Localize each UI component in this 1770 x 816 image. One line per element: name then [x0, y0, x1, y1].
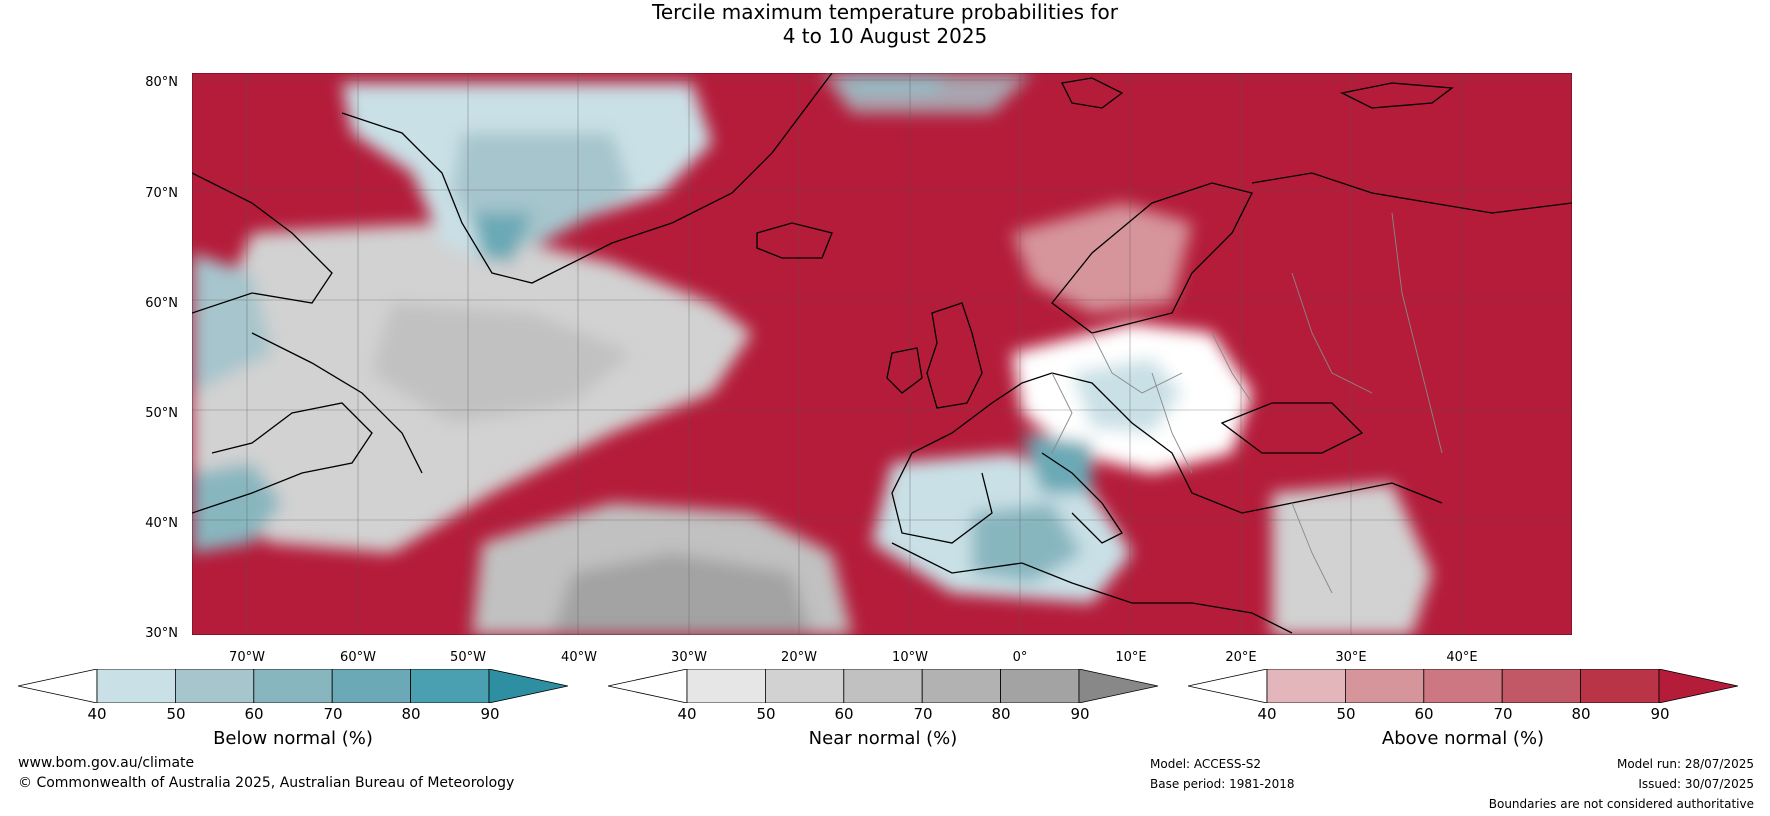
lon-label: 10°W	[892, 650, 928, 665]
cbar-tick: 60	[244, 705, 264, 723]
greenland-coast	[341, 73, 833, 284]
colorbar-segment	[1000, 668, 1080, 704]
europe-coast	[911, 372, 1443, 514]
cbar-tick: 80	[991, 705, 1011, 723]
lat-label: 60°N	[145, 296, 178, 311]
lon-label: 40°E	[1446, 650, 1478, 665]
colorbar-near-normal	[607, 668, 1159, 704]
cbar-tick: 70	[913, 705, 933, 723]
lon-label: 40°W	[561, 650, 597, 665]
copyright-text: © Commonwealth of Australia 2025, Austra…	[18, 775, 515, 791]
near-normal-label: Near normal (%)	[808, 728, 958, 749]
cbar-tick: 50	[1336, 705, 1356, 723]
lon-label: 10°E	[1115, 650, 1147, 665]
colorbar-segment	[331, 668, 412, 704]
lon-label: 20°W	[781, 650, 817, 665]
lon-label: 30°E	[1335, 650, 1367, 665]
colorbar-near-normal-svg	[607, 668, 1159, 704]
britain-coast	[926, 302, 983, 409]
model-run-text: Model run: 28/07/2025	[1616, 757, 1754, 771]
africa-coast	[891, 542, 1293, 634]
cbar-tick: 50	[756, 705, 776, 723]
colorbar-segment	[410, 668, 490, 704]
labrador-coast	[251, 332, 423, 474]
coastlines	[192, 73, 1572, 634]
country-borders	[1051, 212, 1443, 594]
colorbar-segment	[174, 668, 255, 704]
lat-label: 50°N	[145, 406, 178, 421]
colorbar-extend-low	[1187, 668, 1268, 704]
cbar-tick: 60	[1414, 705, 1434, 723]
iberia-coast	[891, 452, 993, 544]
colorbar-segment	[253, 668, 333, 704]
lon-label: 70°W	[229, 650, 265, 665]
colorbar-segment	[843, 668, 923, 704]
svalbard-coast	[1061, 77, 1124, 109]
colorbar-segment	[96, 668, 176, 704]
base-period-text: Base period: 1981-2018	[1150, 777, 1295, 791]
colorbar-below-normal-svg	[17, 668, 569, 704]
colorbar-segment	[1266, 668, 1346, 704]
lat-label: 80°N	[145, 75, 178, 90]
graticule	[192, 73, 1572, 635]
cbar-tick: 40	[677, 705, 697, 723]
lon-label: 20°E	[1225, 650, 1257, 665]
map-svg	[191, 72, 1573, 636]
ireland-coast	[886, 347, 923, 394]
cbar-tick: 80	[401, 705, 421, 723]
italy-coast	[1041, 452, 1123, 544]
colorbar-above-normal	[1187, 668, 1739, 704]
russia-north-coast	[1251, 172, 1572, 214]
colorbar-extend-high	[488, 668, 569, 704]
cbar-tick: 60	[834, 705, 854, 723]
novaya-zemlya-coast	[1340, 82, 1454, 109]
issued-text: Issued: 30/07/2025	[1638, 777, 1754, 791]
cbar-tick: 70	[1493, 705, 1513, 723]
colorbar-extend-high	[1078, 668, 1159, 704]
title-line-2: 4 to 10 August 2025	[782, 24, 988, 48]
colorbar-extend-high	[1658, 668, 1739, 704]
colorbar-segment	[686, 668, 766, 704]
title-line-1: Tercile maximum temperature probabilitie…	[652, 0, 1118, 24]
cbar-tick: 90	[1070, 705, 1090, 723]
cbar-tick: 40	[87, 705, 107, 723]
baffin-coast	[192, 172, 333, 314]
scandinavia-coast	[1051, 182, 1253, 334]
website-text: www.bom.gov.au/climate	[18, 755, 195, 771]
black-sea-coast	[1220, 402, 1364, 454]
below-normal-label: Below normal (%)	[213, 728, 373, 749]
colorbar-segment	[1423, 668, 1503, 704]
colorbar-segment	[1580, 668, 1660, 704]
lon-label: 60°W	[340, 650, 376, 665]
iceland-coast	[756, 222, 833, 259]
colorbar-extend-low	[17, 668, 98, 704]
model-text: Model: ACCESS-S2	[1150, 757, 1262, 771]
cbar-tick: 70	[323, 705, 343, 723]
colorbar-extend-low	[607, 668, 688, 704]
cbar-tick: 40	[1257, 705, 1277, 723]
cbar-tick: 80	[1571, 705, 1591, 723]
probability-map	[191, 72, 1573, 636]
cbar-tick: 90	[480, 705, 500, 723]
lon-label: 50°W	[450, 650, 486, 665]
colorbar-above-normal-svg	[1187, 668, 1739, 704]
cbar-tick: 90	[1650, 705, 1670, 723]
colorbar-below-normal	[17, 668, 569, 704]
lat-label: 30°N	[145, 626, 178, 641]
lon-label: 30°W	[671, 650, 707, 665]
lat-label: 40°N	[145, 516, 178, 531]
lat-label: 70°N	[145, 186, 178, 201]
map-title: Tercile maximum temperature probabilitie…	[0, 0, 1770, 48]
boundaries-text: Boundaries are not considered authoritat…	[1488, 797, 1754, 811]
colorbar-segment	[1501, 668, 1582, 704]
north-america-coast	[192, 402, 373, 514]
colorbar-segment	[764, 668, 845, 704]
above-normal-label: Above normal (%)	[1381, 728, 1545, 749]
colorbar-segment	[1344, 668, 1425, 704]
cbar-tick: 50	[166, 705, 186, 723]
colorbar-segment	[921, 668, 1002, 704]
lon-label: 0°	[1012, 650, 1028, 665]
